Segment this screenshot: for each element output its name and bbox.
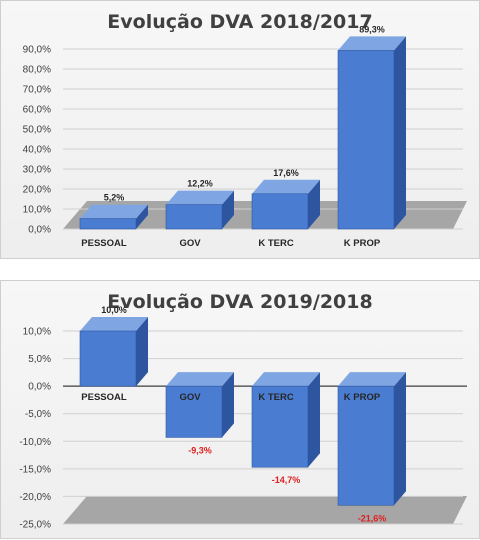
y-tick-label: 10,0% xyxy=(23,205,51,216)
data-label: -21,6% xyxy=(358,513,387,523)
bar-front-face xyxy=(251,193,309,230)
y-tick-label: 20,0% xyxy=(23,185,51,196)
bar-front-face xyxy=(79,218,137,230)
data-label: -9,3% xyxy=(188,445,212,455)
bar-front-face xyxy=(79,330,137,387)
category-label: PESSOAL xyxy=(81,238,127,249)
data-label: 10,0% xyxy=(101,305,127,315)
bar-pessoal xyxy=(79,204,148,230)
y-tick-label: -20,0% xyxy=(19,492,51,503)
data-label: -14,7% xyxy=(272,475,301,485)
bar-side-face xyxy=(136,204,148,229)
category-label: K TERC xyxy=(258,238,294,249)
bar-k-prop xyxy=(337,36,406,230)
bar-side-face xyxy=(222,372,234,438)
bar-top-face xyxy=(252,179,320,194)
bar-side-face xyxy=(308,179,320,229)
bar-front-face xyxy=(165,385,223,438)
chart-panel-2019-2018: Evolução DVA 2019/2018 10,0% 5,0% 0,0% -5,0… xyxy=(0,280,480,539)
bar-k-terc xyxy=(251,372,320,468)
chart-floor xyxy=(63,496,467,524)
chart-title: Evolução DVA 2018/2017 xyxy=(107,11,373,33)
bar-side-face xyxy=(136,317,148,387)
category-label: K TERC xyxy=(258,392,294,403)
y-tick-label: -5,0% xyxy=(25,409,51,420)
y-tick-label: 0,0% xyxy=(28,382,51,393)
bar-top-face xyxy=(338,36,406,51)
y-tick-label: 30,0% xyxy=(23,165,51,176)
y-tick-label: -15,0% xyxy=(19,464,51,475)
y-tick-label: 5,0% xyxy=(28,354,51,365)
bar-top-face xyxy=(80,317,148,331)
y-tick-label: 10,0% xyxy=(23,327,51,338)
y-tick-label: 70,0% xyxy=(23,85,51,96)
bar-k-terc xyxy=(251,179,320,230)
data-label: 5,2% xyxy=(104,193,125,203)
bar-k-prop xyxy=(337,372,406,506)
bar-front-face xyxy=(165,204,223,230)
category-label: GOV xyxy=(179,238,201,249)
bar-front-face xyxy=(251,385,309,468)
bar-side-face xyxy=(394,372,406,506)
bar-front-face xyxy=(337,50,395,230)
y-tick-label: 40,0% xyxy=(23,145,51,156)
y-tick-label: 50,0% xyxy=(23,125,51,136)
data-label: 89,3% xyxy=(359,24,385,34)
bar-top-face xyxy=(166,190,234,205)
chart-title: Evolução DVA 2019/2018 xyxy=(107,291,373,313)
bar-side-face xyxy=(222,190,234,229)
y-tick-label: 90,0% xyxy=(23,45,51,56)
category-label: K PROP xyxy=(344,392,381,403)
y-tick-label: 80,0% xyxy=(23,65,51,76)
y-tick-label: -10,0% xyxy=(19,437,51,448)
bar-front-face xyxy=(337,385,395,506)
bar-top-face xyxy=(80,204,148,219)
bar-side-face xyxy=(394,36,406,230)
category-label: GOV xyxy=(179,392,201,403)
bar-gov xyxy=(165,372,234,438)
y-tick-label: 60,0% xyxy=(23,105,51,116)
data-label: 12,2% xyxy=(187,179,213,189)
chart-2018-2017-plot: 0,0% 10,0% 20,0% 30,0% 40,0% 50,0% 60,0% 70,0% 8… xyxy=(23,24,467,249)
bar-gov xyxy=(165,190,234,230)
bar-pessoal xyxy=(79,317,148,387)
bar-top-face xyxy=(166,372,234,387)
category-label: K PROP xyxy=(344,238,381,249)
category-label: PESSOAL xyxy=(81,392,127,403)
chart-2019-2018-plot: 10,0% 5,0% 0,0% -5,0% -10,0% -15,0% -20,0% -25,… xyxy=(19,305,467,531)
bar-side-face xyxy=(308,372,320,468)
y-tick-label: 0,0% xyxy=(28,225,51,236)
bar-top-face xyxy=(338,372,406,387)
bar-top-face xyxy=(252,372,320,387)
data-label: 17,6% xyxy=(273,168,299,178)
y-tick-label: -25,0% xyxy=(19,520,51,531)
chart-panel-2018-2017: Evolução DVA 2018/2017 0,0% 10,0% 20,0% 30,… xyxy=(0,0,480,259)
